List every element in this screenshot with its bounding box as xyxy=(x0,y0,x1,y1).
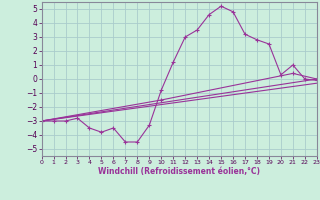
X-axis label: Windchill (Refroidissement éolien,°C): Windchill (Refroidissement éolien,°C) xyxy=(98,167,260,176)
